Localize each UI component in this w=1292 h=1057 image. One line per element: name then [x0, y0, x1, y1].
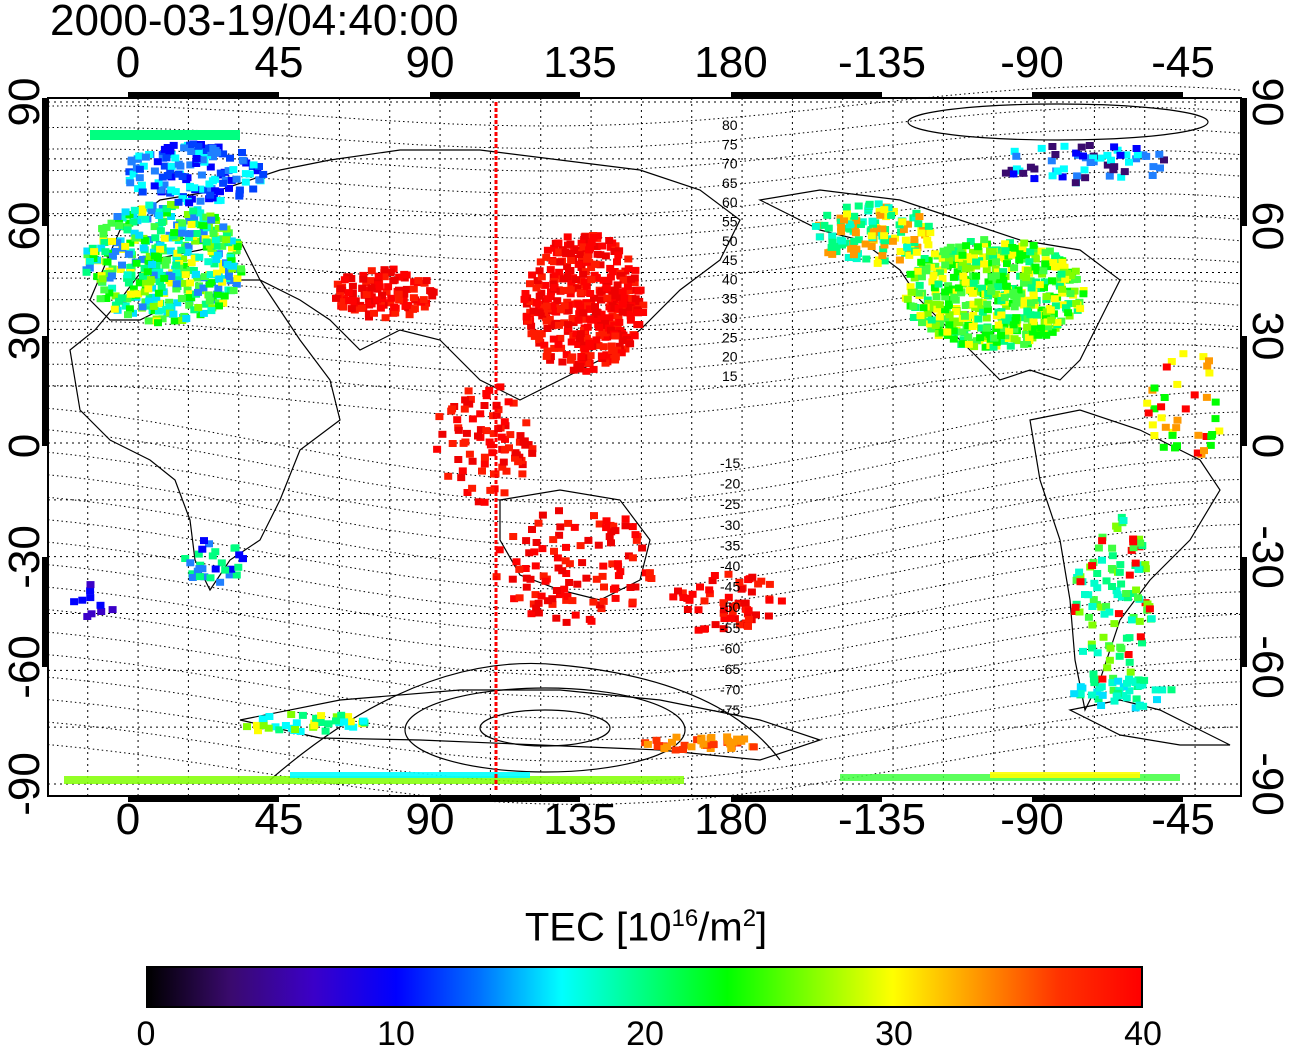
lon-tick-bottom: 45	[254, 795, 304, 844]
colorbar-tick: 20	[626, 1015, 664, 1053]
lon-tick-top: 0	[115, 38, 141, 87]
contour-label-south: -25	[720, 496, 740, 512]
contour-label-south: -35	[720, 537, 740, 553]
lon-tick-bottom: -135	[837, 795, 927, 844]
colorbar-tick: 40	[1124, 1015, 1162, 1053]
lon-tick-bottom: 180	[694, 795, 768, 844]
lon-tick-bottom: -45	[1151, 795, 1215, 844]
contour-label-north: 20	[722, 349, 738, 365]
lon-tick-top: 45	[254, 38, 304, 87]
frame-bars	[42, 92, 1247, 802]
contour-label-north: 55	[722, 214, 738, 230]
lon-tick-top: 90	[405, 38, 455, 87]
lon-tick-top: 135	[543, 38, 617, 87]
lat-tick-right: 30	[1243, 311, 1292, 361]
lat-tick-left: -60	[0, 635, 49, 699]
contour-label-north: 50	[722, 233, 738, 249]
contour-label-north: 45	[722, 252, 738, 268]
lon-tick-bottom: 90	[405, 795, 455, 844]
lat-tick-left: -90	[0, 752, 49, 816]
contour-label-south: -45	[720, 579, 740, 595]
lat-tick-right: 60	[1243, 201, 1292, 251]
lon-tick-bottom: -90	[1000, 795, 1064, 844]
contour-labels: 80 75 70 65 60 55 50 45 40 35 30 25 20 15 -15 -20 -25 -30…	[720, 117, 740, 718]
colorbar-tick: 30	[875, 1015, 913, 1053]
lat-tick-right: -90	[1243, 752, 1292, 816]
lat-tick-left: 60	[0, 201, 49, 251]
lat-tick-left: 0	[0, 433, 49, 459]
contour-label-north: 60	[722, 194, 738, 210]
contour-label-north: 65	[722, 175, 738, 191]
lat-tick-left: 90	[0, 77, 49, 127]
contour-label-north: 75	[722, 136, 738, 152]
contour-label-south: -70	[720, 682, 740, 698]
contour-label-north: 15	[722, 368, 738, 384]
colorbar-tick: 10	[377, 1015, 415, 1053]
colorbar-title: TEC [1016/m2]	[524, 905, 768, 950]
lat-tick-right: -60	[1243, 635, 1292, 699]
plot-title: 2000-03-19/04:40:00	[50, 0, 459, 45]
contour-label-south: -15	[720, 455, 740, 471]
map-frame	[47, 97, 1242, 797]
lat-tick-left: 30	[0, 311, 49, 361]
contour-label-north: 70	[722, 156, 738, 172]
contour-label-north: 40	[722, 271, 738, 287]
contour-label-north: 80	[722, 117, 738, 133]
contour-label-north: 35	[722, 291, 738, 307]
contour-label-south: -40	[720, 558, 740, 574]
lat-tick-left: -30	[0, 525, 49, 589]
contour-label-south: -20	[720, 476, 740, 492]
contour-label-south: -30	[720, 517, 740, 533]
lon-tick-top: 180	[694, 38, 768, 87]
contour-label-south: -55	[720, 620, 740, 636]
contour-label-south: -75	[720, 702, 740, 718]
lon-tick-bottom: 0	[115, 795, 141, 844]
lon-tick-top: -45	[1151, 38, 1215, 87]
lat-tick-right: 0	[1243, 433, 1292, 459]
contour-label-south: -60	[720, 640, 740, 656]
lon-tick-bottom: 135	[543, 795, 617, 844]
contour-label-north: 30	[722, 310, 738, 326]
contour-label-south: -50	[720, 599, 740, 615]
colorbar	[146, 966, 1143, 1008]
lon-tick-top: -135	[837, 38, 927, 87]
lon-tick-top: -90	[1000, 38, 1064, 87]
colorbar-tick: 0	[136, 1015, 156, 1053]
lat-tick-right: 90	[1243, 77, 1292, 127]
lat-tick-right: -30	[1243, 525, 1292, 589]
contour-label-north: 25	[722, 329, 738, 345]
tec-data-patches	[64, 130, 1224, 784]
contour-label-south: -65	[720, 661, 740, 677]
